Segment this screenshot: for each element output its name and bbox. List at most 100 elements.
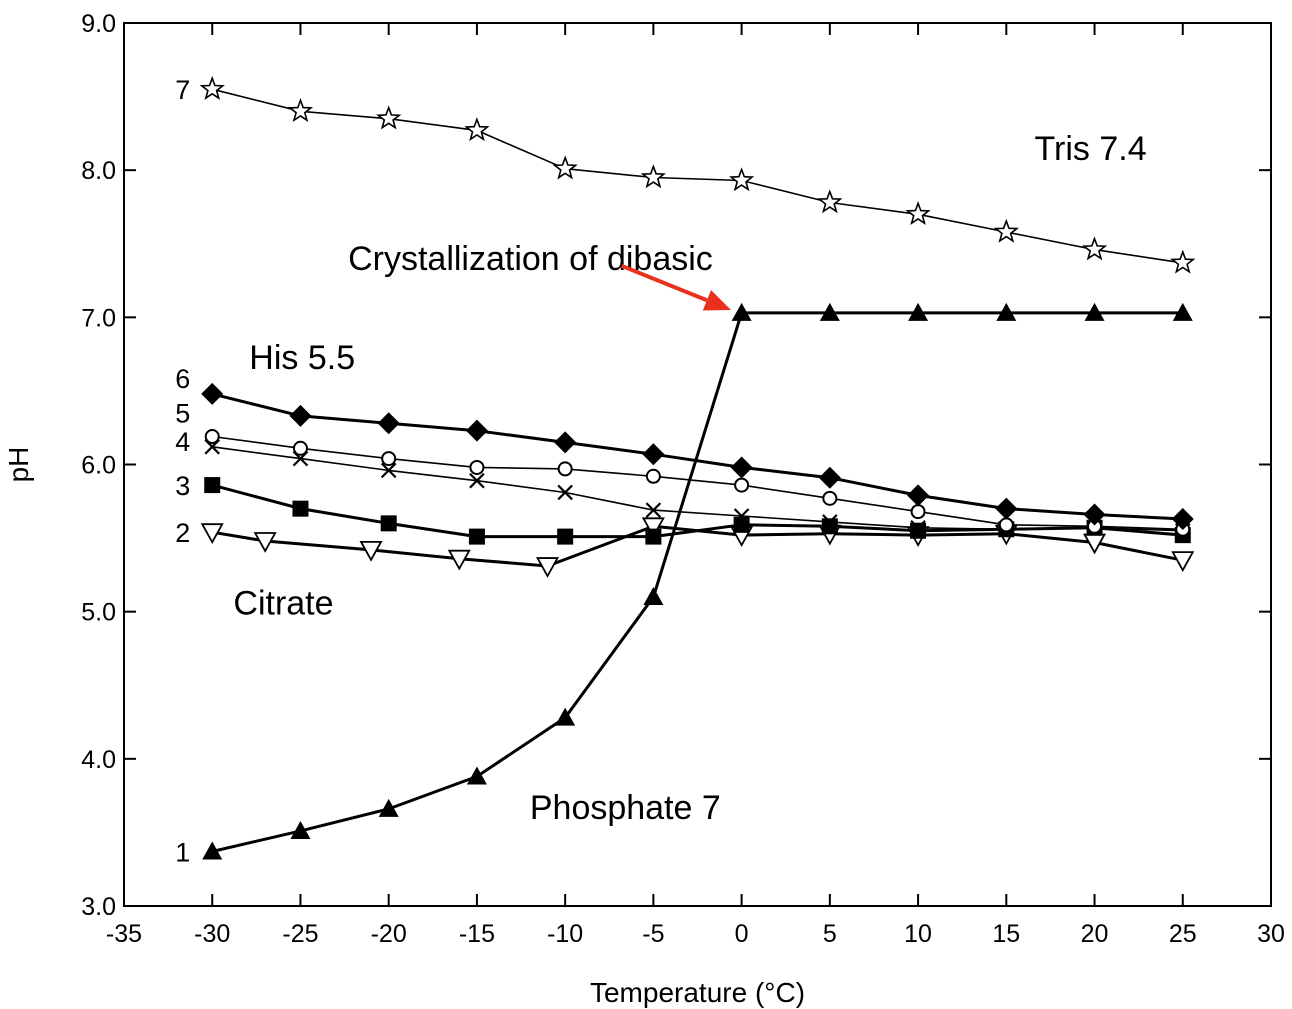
- square-marker: [292, 500, 309, 517]
- x-tick-label: 5: [823, 920, 837, 948]
- star-marker: [552, 155, 578, 180]
- triangle-marker: [1084, 302, 1105, 321]
- x-tick-label: -10: [547, 920, 583, 948]
- diamond-marker: [1083, 503, 1106, 526]
- diamond-marker: [642, 443, 665, 466]
- cross-marker: [380, 462, 397, 479]
- open-triangle-marker: [1171, 551, 1195, 573]
- diamond-marker: [465, 419, 488, 442]
- series-line-4: [212, 446, 1183, 532]
- circle-marker: [910, 504, 926, 520]
- x-tick-label: 0: [735, 920, 749, 948]
- y-tick-label: 7.0: [81, 304, 116, 332]
- series-label-6: 6: [175, 364, 190, 394]
- x-tick-label: 20: [1081, 920, 1109, 948]
- square-marker: [204, 477, 221, 494]
- x-tick-label: -30: [194, 920, 230, 948]
- arrow-shaft: [620, 263, 708, 303]
- diamond-marker: [730, 456, 753, 479]
- series-markers-3: [204, 477, 1191, 545]
- open-triangle-marker: [359, 540, 383, 562]
- y-axis-title: pH: [3, 447, 34, 483]
- annotation: Citrate: [233, 585, 333, 623]
- y-ticks: 3.0 4.0 5.0 6.0 7.0 8.0 9.0: [81, 10, 1271, 921]
- circle-marker: [822, 490, 838, 506]
- star-marker: [817, 189, 843, 214]
- circle-marker: [645, 468, 661, 484]
- open-triangle-marker: [641, 517, 665, 539]
- annotations: Tris 7.4 Crystallization of dibasic His 5.…: [233, 130, 1146, 827]
- series-label-7: 7: [175, 75, 190, 105]
- open-triangle-marker: [253, 532, 277, 553]
- arrow-layer: [620, 263, 732, 311]
- star-marker: [729, 167, 755, 192]
- star-marker: [993, 218, 1020, 243]
- cross-marker: [733, 508, 750, 524]
- annotation: Crystallization of dibasic: [348, 240, 713, 278]
- square-marker: [821, 518, 838, 535]
- star-marker: [376, 105, 402, 130]
- triangle-marker: [290, 820, 311, 839]
- cross-marker: [910, 520, 926, 536]
- triangle-marker: [466, 766, 487, 785]
- circle-marker: [557, 461, 573, 477]
- star-marker: [199, 75, 225, 100]
- x-tick-label: 25: [1169, 920, 1197, 948]
- series-line-7: [212, 88, 1183, 264]
- series-labels: 1 2 3 45 6 7: [175, 75, 190, 867]
- square-marker: [468, 528, 485, 545]
- star-marker: [1170, 249, 1196, 274]
- triangle-marker: [555, 707, 576, 726]
- circle-marker: [204, 429, 220, 445]
- diamond-marker: [289, 404, 312, 427]
- y-tick-label: 8.0: [81, 157, 116, 185]
- y-tick-label: 9.0: [81, 10, 116, 38]
- triangle-marker: [731, 302, 752, 321]
- circle-marker: [381, 451, 397, 467]
- x-axis-title: Temperature (°C): [590, 977, 805, 1008]
- cross-marker: [645, 502, 662, 518]
- x-tick-label: 10: [904, 920, 932, 948]
- x-tick-label: -15: [459, 920, 495, 948]
- triangle-marker: [378, 798, 399, 817]
- star-marker: [287, 97, 314, 123]
- series-line-6: [211, 392, 1183, 521]
- diamond-marker: [377, 412, 400, 435]
- triangle-marker: [202, 841, 223, 860]
- star-marker: [464, 117, 490, 142]
- series-markers-1: [202, 302, 1193, 860]
- open-triangle-marker: [535, 557, 560, 578]
- triangle-marker: [1172, 302, 1193, 321]
- square-marker: [380, 515, 397, 532]
- annotation: Phosphate 7: [530, 789, 721, 827]
- x-tick-label: -25: [282, 920, 318, 948]
- y-tick-label: 3.0: [81, 893, 116, 921]
- series-markers-5: [204, 429, 1191, 537]
- x-tick-label: -5: [642, 920, 664, 948]
- cross-marker: [822, 514, 838, 530]
- diamond-marker: [818, 466, 841, 489]
- annotation: Tris 7.4: [1035, 130, 1147, 168]
- diamond-marker: [995, 497, 1018, 520]
- triangle-marker: [643, 586, 664, 605]
- square-marker: [910, 522, 927, 539]
- circle-marker: [998, 517, 1014, 533]
- diamond-marker: [1171, 507, 1194, 530]
- diamond-marker: [907, 484, 930, 507]
- triangle-marker: [996, 302, 1017, 321]
- x-tick-label: 30: [1257, 920, 1285, 948]
- series-label-4: 4: [175, 427, 190, 457]
- diamond-marker: [201, 382, 224, 405]
- star-marker: [1081, 236, 1108, 261]
- series-label-5: 5: [175, 399, 190, 429]
- y-tick-label: 5.0: [81, 599, 116, 627]
- circle-marker: [292, 440, 308, 456]
- circle-marker: [469, 459, 485, 475]
- series-line-2: [211, 524, 1184, 568]
- square-marker: [733, 516, 750, 533]
- series-lines: [211, 88, 1184, 853]
- arrow-head: [702, 290, 732, 311]
- series-label-1: 1: [175, 838, 190, 868]
- x-tick-label: -35: [106, 920, 142, 948]
